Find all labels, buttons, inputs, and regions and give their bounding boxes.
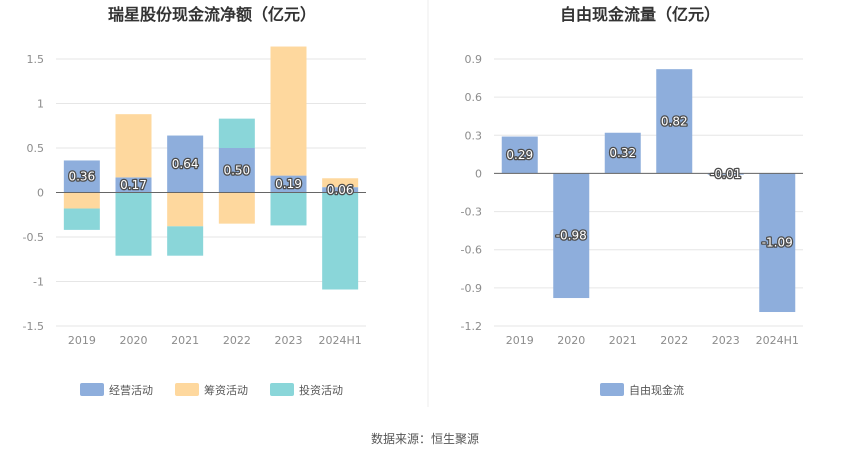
data-label: 0.17 [120,178,147,192]
bar-经营活动-2024H1 [322,187,359,193]
bar-自由现金流-2024H1 [759,173,796,313]
right-chart-title: 自由现金流量（亿元） [560,5,720,24]
bar-自由现金流-2021 [604,132,641,174]
right-gridlines [494,58,803,327]
bar-筹资活动-2020 [115,114,152,178]
y-tick-label: -0.6 [461,244,482,257]
bar-筹资活动-2024H1 [322,178,359,188]
x-tick-label: 2024H1 [756,334,799,347]
right-x-ticks: 2019 2020 2021 2022 2023 2024H1 [506,334,799,347]
data-label: 0.36 [68,169,95,183]
bar-筹资活动-2019 [63,192,100,209]
legend-label: 经营活动 [109,383,153,397]
y-tick-label: -1.2 [461,320,482,333]
data-label: 0.19 [275,177,302,191]
right-data-labels: 0.29 -0.98 0.32 0.82 -0.01 -1.09 [505,113,794,251]
x-tick-label: 2023 [275,334,303,347]
y-tick-label: 0.6 [465,91,483,104]
y-tick-label: -0.9 [461,282,482,295]
legend-swatch [270,383,294,396]
data-label: -0.01 [710,167,741,181]
bar-投资活动-2023 [270,192,307,226]
data-label: 0.82 [661,114,688,128]
x-tick-label: 2022 [223,334,251,347]
x-tick-label: 2021 [609,334,637,347]
data-label: 0.06 [327,183,354,197]
y-tick-label: -0.3 [461,206,482,219]
data-label: -0.98 [556,229,587,243]
right-bars [494,69,803,313]
bar-投资活动-2024H1 [322,192,359,290]
x-tick-label: 2019 [68,334,96,347]
y-tick-label: 0.5 [27,142,45,155]
left-y-ticks: 1.5 1 0.5 0 -0.5 -1 -1.5 [23,53,44,333]
y-tick-label: 0.3 [465,129,483,142]
y-tick-label: 1.5 [27,53,45,66]
bar-经营活动-2020 [115,177,152,193]
y-tick-label: 0.9 [465,53,483,66]
bar-筹资活动-2021 [167,192,204,227]
y-tick-label: 0 [475,167,482,180]
bar-投资活动-2019 [63,208,100,230]
legend-label: 自由现金流 [629,383,684,397]
x-tick-label: 2023 [712,334,740,347]
data-label: 0.32 [609,146,636,160]
x-tick-label: 2022 [660,334,688,347]
bar-经营活动-2021 [167,135,204,193]
bar-自由现金流-2020 [553,173,590,299]
data-label: 0.64 [172,157,199,171]
bar-经营活动-2022 [218,148,255,193]
legend-swatch [175,383,199,396]
x-tick-label: 2020 [557,334,585,347]
bar-自由现金流-2022 [656,69,693,174]
x-tick-label: 2024H1 [319,334,362,347]
x-tick-label: 2021 [171,334,199,347]
left-bars [56,46,366,290]
left-legend: 经营活动 筹资活动 投资活动 [80,383,343,397]
bar-投资活动-2021 [167,226,204,256]
legend-swatch [600,383,624,396]
y-tick-label: -1.5 [23,320,44,333]
left-x-ticks: 2019 2020 2021 2022 2023 2024H1 [68,334,362,347]
source-note: 数据来源：恒生聚源 [371,431,479,446]
legend-label: 筹资活动 [204,383,248,397]
x-tick-label: 2020 [120,334,148,347]
bar-筹资活动-2022 [218,192,255,224]
data-label: 0.50 [223,163,250,177]
y-tick-label: -1 [33,276,44,289]
bar-投资活动-2020 [115,192,152,256]
legend-swatch [80,383,104,396]
right-legend: 自由现金流 [600,383,684,397]
bar-投资活动-2022 [218,118,255,148]
data-label: -1.09 [762,236,793,250]
legend-label: 投资活动 [299,383,343,397]
right-y-ticks: 0.9 0.6 0.3 0 -0.3 -0.6 -0.9 -1.2 [461,53,482,333]
bar-自由现金流-2019 [501,136,538,174]
bar-筹资活动-2023 [270,46,307,176]
net-cashflow-chart: 瑞星股份现金流净额（亿元） 1.510.50-0.5-1-1.5 2019 202… [23,5,366,397]
bar-经营活动-2023 [270,175,307,193]
x-tick-label: 2019 [506,334,534,347]
left-chart-title: 瑞星股份现金流净额（亿元） [108,5,316,24]
y-tick-label: -0.5 [23,231,44,244]
data-label: 0.29 [506,148,533,162]
y-tick-label: 1 [37,98,44,111]
y-tick-label: 0 [37,187,44,200]
left-data-labels: 0.36 0.17 0.64 0.50 0.19 0.06 [67,156,355,198]
bar-自由现金流-2023 [707,173,744,175]
free-cashflow-chart: 自由现金流量（亿元） 0.9 0.6 0.3 0 -0.3 -0.6 -0.9 -1.2 20… [461,5,803,397]
bar-经营活动-2019 [63,160,100,193]
